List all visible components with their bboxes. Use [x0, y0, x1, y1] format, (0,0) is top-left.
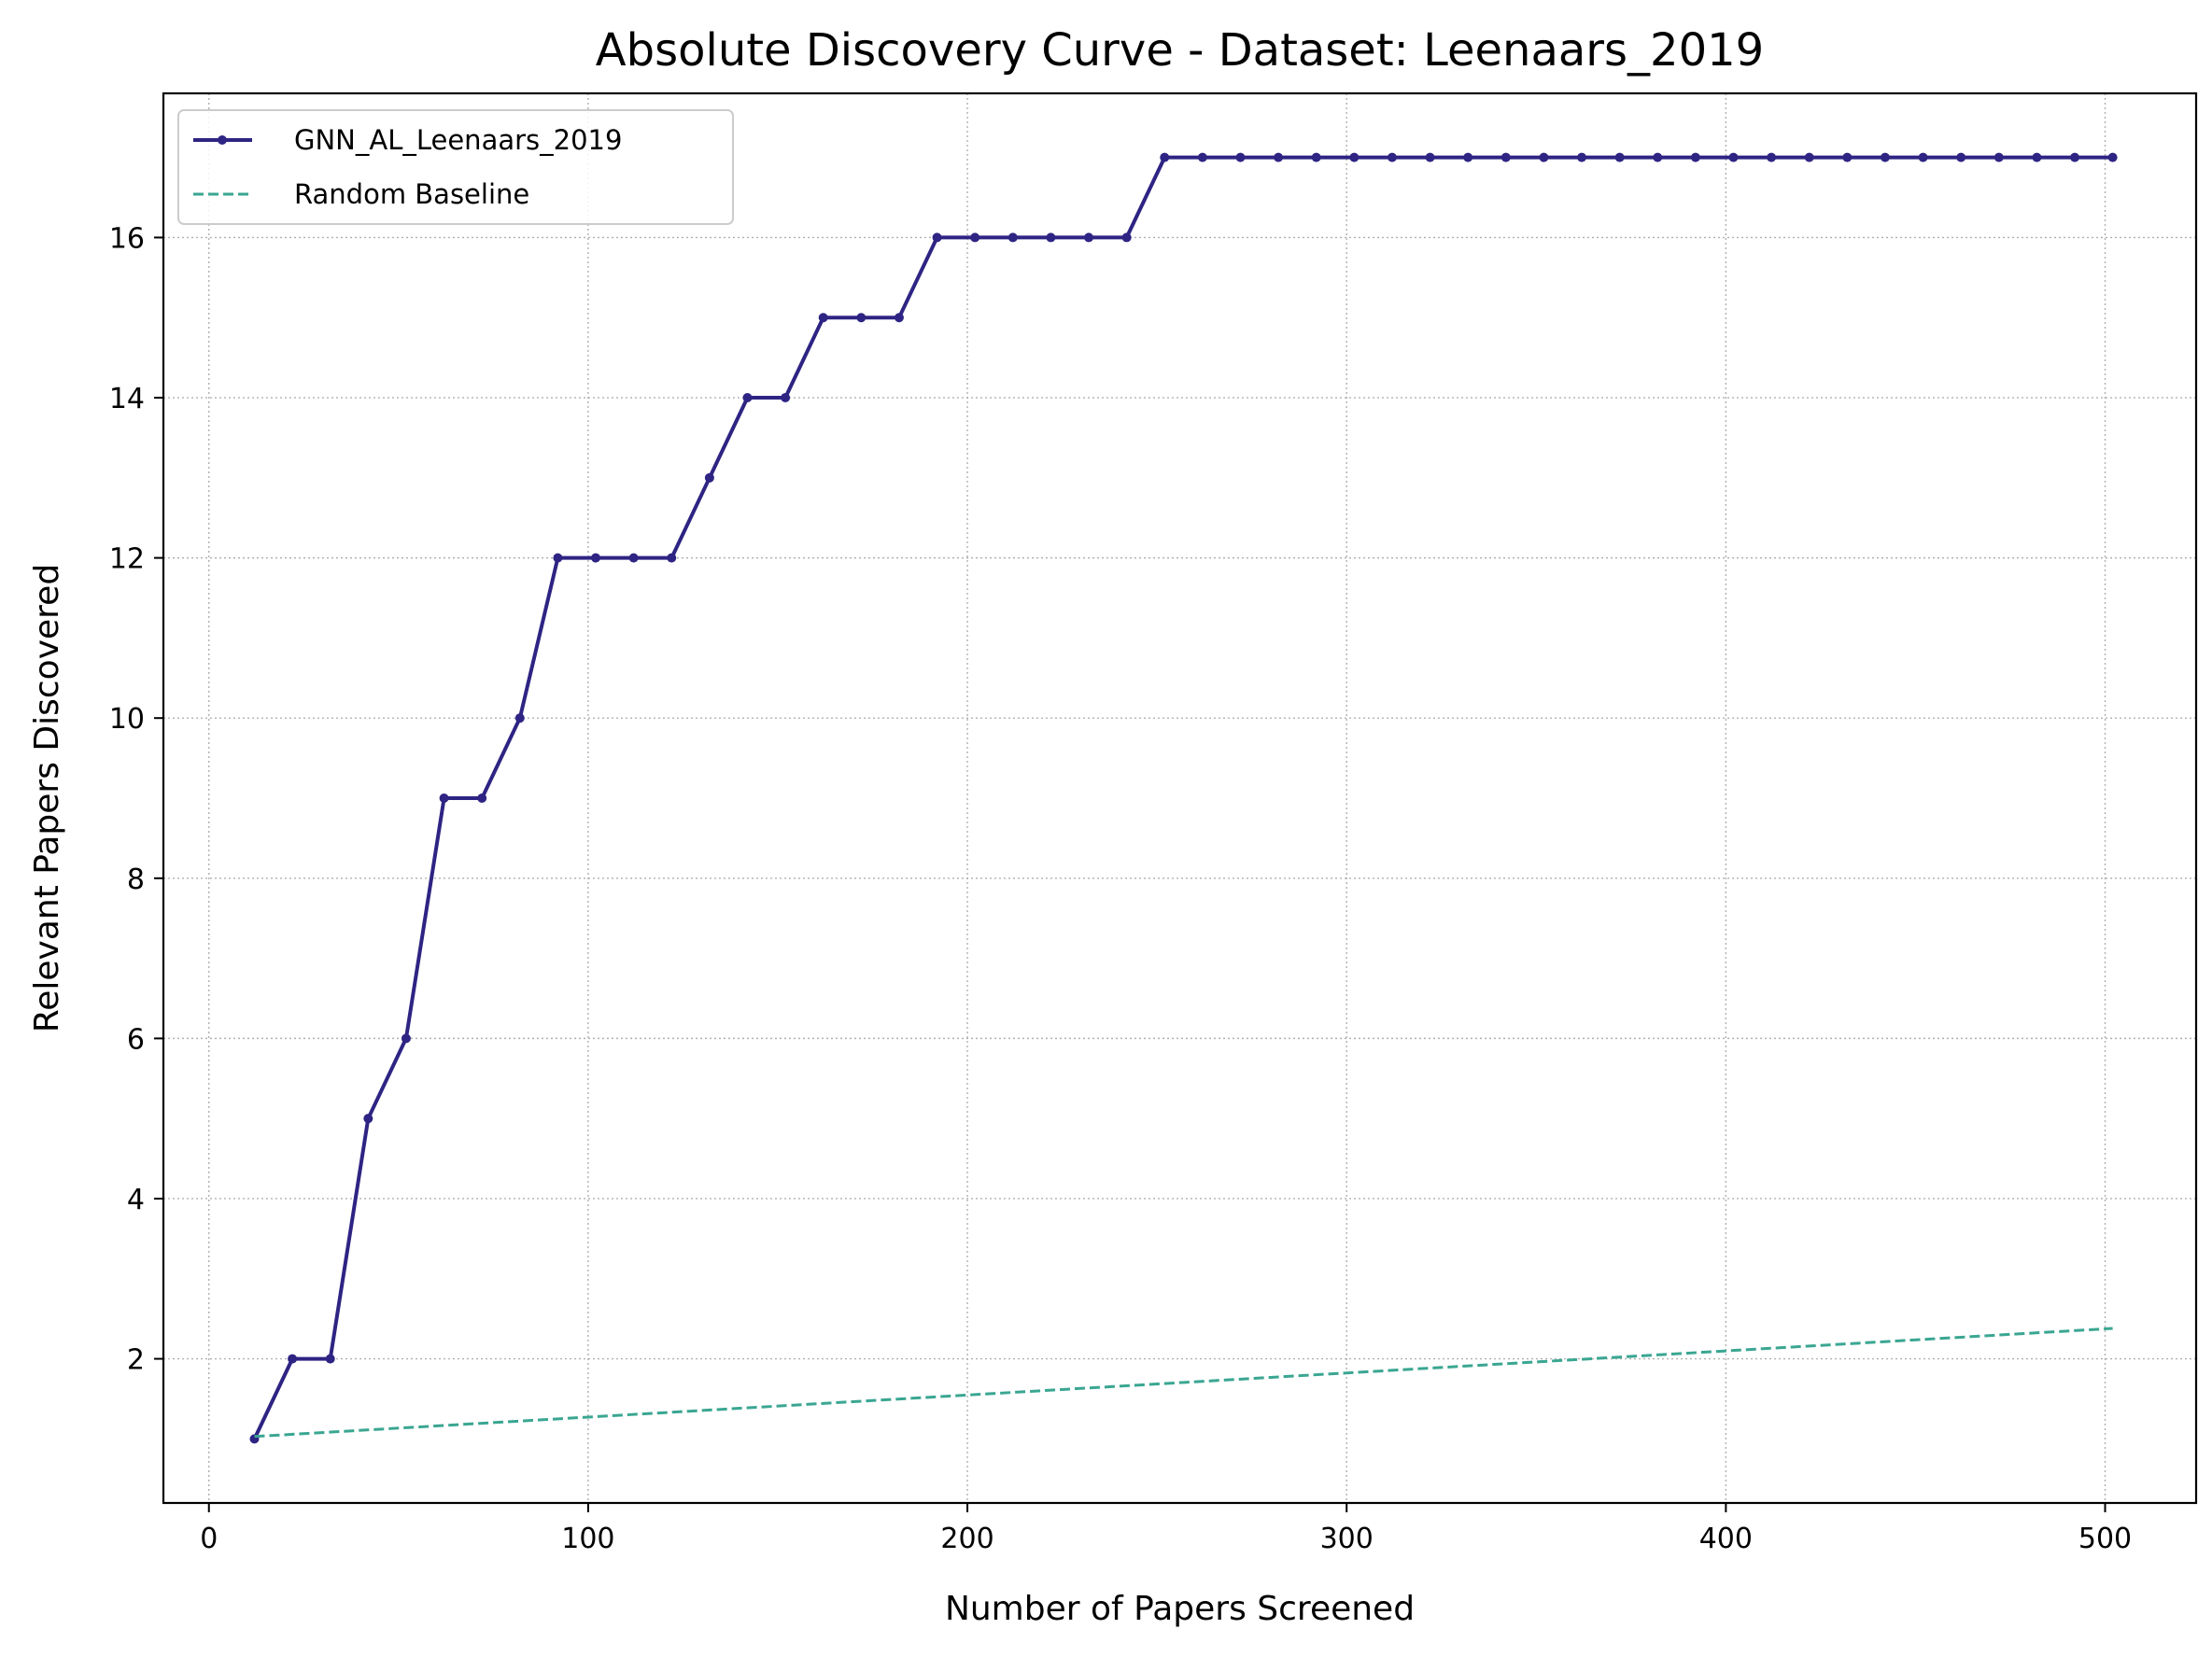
data-point: [477, 793, 487, 803]
data-point: [856, 313, 866, 323]
data-point: [1197, 152, 1207, 162]
y-axis-label: Relevant Papers Discovered: [28, 564, 66, 1032]
data-point: [1121, 232, 1132, 243]
data-point: [288, 1354, 298, 1364]
data-point: [1387, 152, 1397, 162]
data-point: [363, 1114, 373, 1124]
grid-lines: [163, 93, 2196, 1503]
legend-swatch-marker: [218, 135, 227, 145]
data-point: [1007, 232, 1018, 243]
data-point: [1956, 152, 1966, 162]
data-point: [1767, 152, 1777, 162]
y-tick-label: 10: [109, 703, 145, 736]
data-point: [2032, 152, 2042, 162]
x-tick-label: 100: [561, 1523, 614, 1555]
y-tick-label: 14: [109, 383, 145, 415]
data-point: [1918, 152, 1928, 162]
data-point: [781, 393, 791, 403]
data-point: [1728, 152, 1739, 162]
x-tick-label: 0: [200, 1523, 218, 1555]
data-point: [1463, 152, 1473, 162]
data-point: [1994, 152, 2004, 162]
data-point: [1880, 152, 1890, 162]
y-tick-label: 12: [109, 543, 145, 576]
x-axis-label: Number of Papers Screened: [945, 1590, 1415, 1628]
data-point: [1311, 152, 1321, 162]
y-tick-label: 2: [127, 1344, 145, 1377]
data-point: [2107, 152, 2118, 162]
data-point: [704, 472, 714, 483]
data-point: [1500, 152, 1511, 162]
axis-ticks: 0 100 200 300 400 500 2 4 6 8 10 12 14 16: [109, 222, 2132, 1555]
data-point: [1349, 152, 1360, 162]
y-tick-label: 6: [127, 1023, 145, 1056]
data-point: [1046, 232, 1056, 243]
data-point: [325, 1354, 335, 1364]
data-point: [667, 553, 677, 563]
data-point: [970, 232, 980, 243]
data-point: [1614, 152, 1625, 162]
data-point: [514, 713, 525, 723]
data-point: [2070, 152, 2080, 162]
legend-box: [177, 109, 734, 225]
y-tick-label: 16: [109, 222, 145, 255]
data-point: [742, 393, 753, 403]
plot-area-frame: [162, 91, 2198, 1505]
legend: GNN_AL_Leenaars_2019 Random Baseline: [177, 109, 734, 225]
data-point: [1690, 152, 1700, 162]
y-tick-label: 4: [127, 1184, 145, 1216]
data-point: [439, 793, 449, 803]
data-point: [553, 553, 563, 563]
legend-entry-label: Random Baseline: [294, 178, 529, 210]
series-line-0: [252, 155, 2113, 1440]
x-tick-label: 400: [1699, 1523, 1753, 1555]
legend-entry-label: GNN_AL_Leenaars_2019: [294, 124, 622, 156]
data-point: [401, 1033, 411, 1044]
data-point: [591, 553, 601, 563]
x-tick-label: 300: [1320, 1523, 1374, 1555]
data-point: [1274, 152, 1284, 162]
data-point: [1577, 152, 1587, 162]
data-point: [628, 553, 639, 563]
series-line-1: [254, 1327, 2113, 1439]
series-layer: [249, 152, 2118, 1444]
data-point: [932, 232, 942, 243]
chart-title: Absolute Discovery Curve - Dataset: Leen…: [596, 24, 1764, 77]
data-point: [1539, 152, 1549, 162]
data-point: [818, 313, 828, 323]
data-point: [1084, 232, 1094, 243]
data-point: [1235, 152, 1246, 162]
data-point: [1804, 152, 1814, 162]
data-point: [1160, 152, 1170, 162]
x-tick-label: 500: [2078, 1523, 2132, 1555]
data-point: [1842, 152, 1853, 162]
y-tick-label: 8: [127, 864, 145, 896]
data-point: [894, 313, 904, 323]
x-tick-label: 200: [940, 1523, 993, 1555]
data-point: [1425, 152, 1435, 162]
data-point: [1653, 152, 1663, 162]
